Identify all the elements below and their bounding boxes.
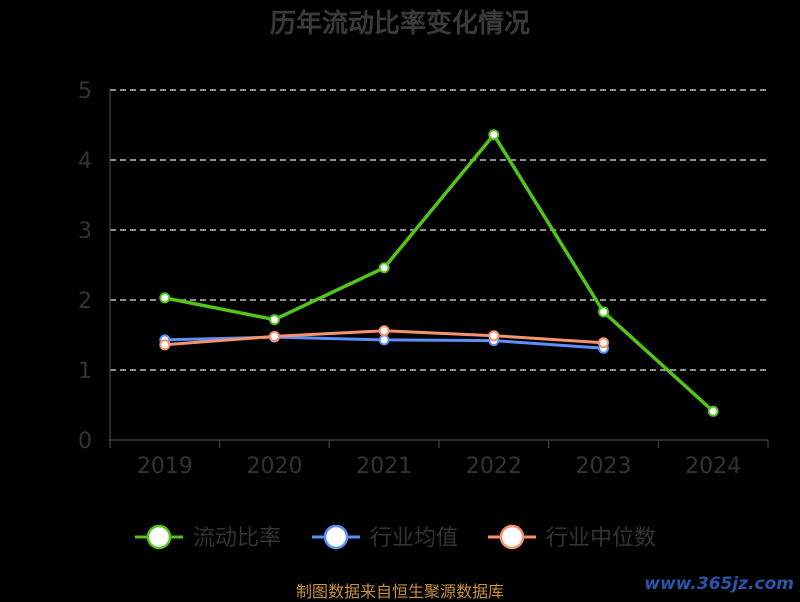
- data-point[interactable]: [707, 405, 719, 417]
- data-point[interactable]: [488, 330, 500, 342]
- series-line-1: [164, 131, 715, 413]
- grid-lines: [110, 89, 768, 371]
- data-point[interactable]: [159, 339, 171, 351]
- data-source-note: 制图数据来自恒生聚源数据库: [295, 582, 504, 601]
- data-point[interactable]: [159, 292, 171, 304]
- y-tick-label: 0: [78, 429, 92, 454]
- x-tick-label: 2019: [137, 454, 193, 479]
- legend-label: 行业均值: [370, 526, 458, 551]
- x-tick-label: 2024: [685, 454, 741, 479]
- watermark: www.365jz.com: [644, 574, 794, 594]
- series-lines: [159, 129, 719, 417]
- y-tick-label: 1: [78, 359, 92, 384]
- legend-label: 行业中位数: [546, 526, 656, 551]
- data-point[interactable]: [269, 314, 280, 326]
- data-point[interactable]: [378, 334, 390, 346]
- data-point[interactable]: [488, 129, 500, 141]
- chart-title: 历年流动比率变化情况: [270, 8, 530, 39]
- legend-marker: [323, 524, 349, 550]
- data-point[interactable]: [269, 330, 280, 342]
- y-tick-label: 5: [78, 79, 92, 104]
- data-point[interactable]: [598, 306, 609, 318]
- x-tick-label: 2021: [356, 454, 412, 479]
- x-tick-label: 2022: [466, 454, 522, 479]
- y-tick-label: 4: [78, 149, 92, 174]
- x-tick-label: 2023: [576, 454, 632, 479]
- legend[interactable]: 流动比率 行业均值 行业中位数: [135, 524, 656, 551]
- legend-marker: [499, 524, 525, 550]
- y-tick-label: 3: [78, 219, 92, 244]
- axes: 0 1 2 3 4 5 2019 2020 2021 2022 2023 2024: [78, 79, 769, 479]
- legend-item-3[interactable]: 行业中位数: [488, 524, 656, 551]
- legend-marker: [146, 524, 172, 550]
- legend-item-1[interactable]: 流动比率: [135, 524, 281, 551]
- x-tick-label: 2020: [247, 454, 303, 479]
- legend-label: 流动比率: [193, 526, 281, 551]
- y-tick-label: 2: [78, 289, 92, 314]
- data-point[interactable]: [598, 337, 609, 349]
- legend-item-2[interactable]: 行业均值: [312, 524, 458, 551]
- data-point[interactable]: [378, 262, 390, 274]
- data-point[interactable]: [378, 325, 390, 337]
